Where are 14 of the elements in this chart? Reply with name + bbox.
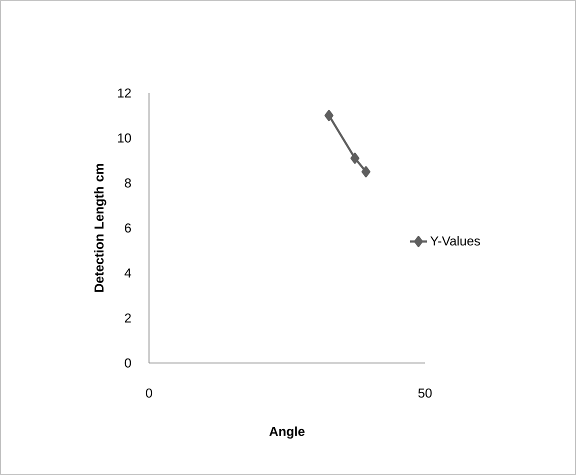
point (350, 152, 360, 164)
point (361, 166, 370, 178)
y-tick-label: 0 (124, 358, 131, 368)
y-axis-title: Detection Length cm (94, 164, 106, 292)
y-tick-label: 10 (118, 133, 131, 143)
point (324, 110, 334, 122)
x-axis-title: Angle (269, 426, 305, 439)
y-tick-label: 8 (124, 178, 131, 188)
y-tick-label: 6 (124, 223, 131, 233)
y-tick-label: 4 (124, 268, 132, 278)
legend-label: Y-Values (430, 236, 480, 246)
x-tick-label: 50 (418, 388, 432, 398)
y-tick-label: 12 (118, 88, 131, 98)
y-tick-label: 2 (124, 313, 131, 323)
